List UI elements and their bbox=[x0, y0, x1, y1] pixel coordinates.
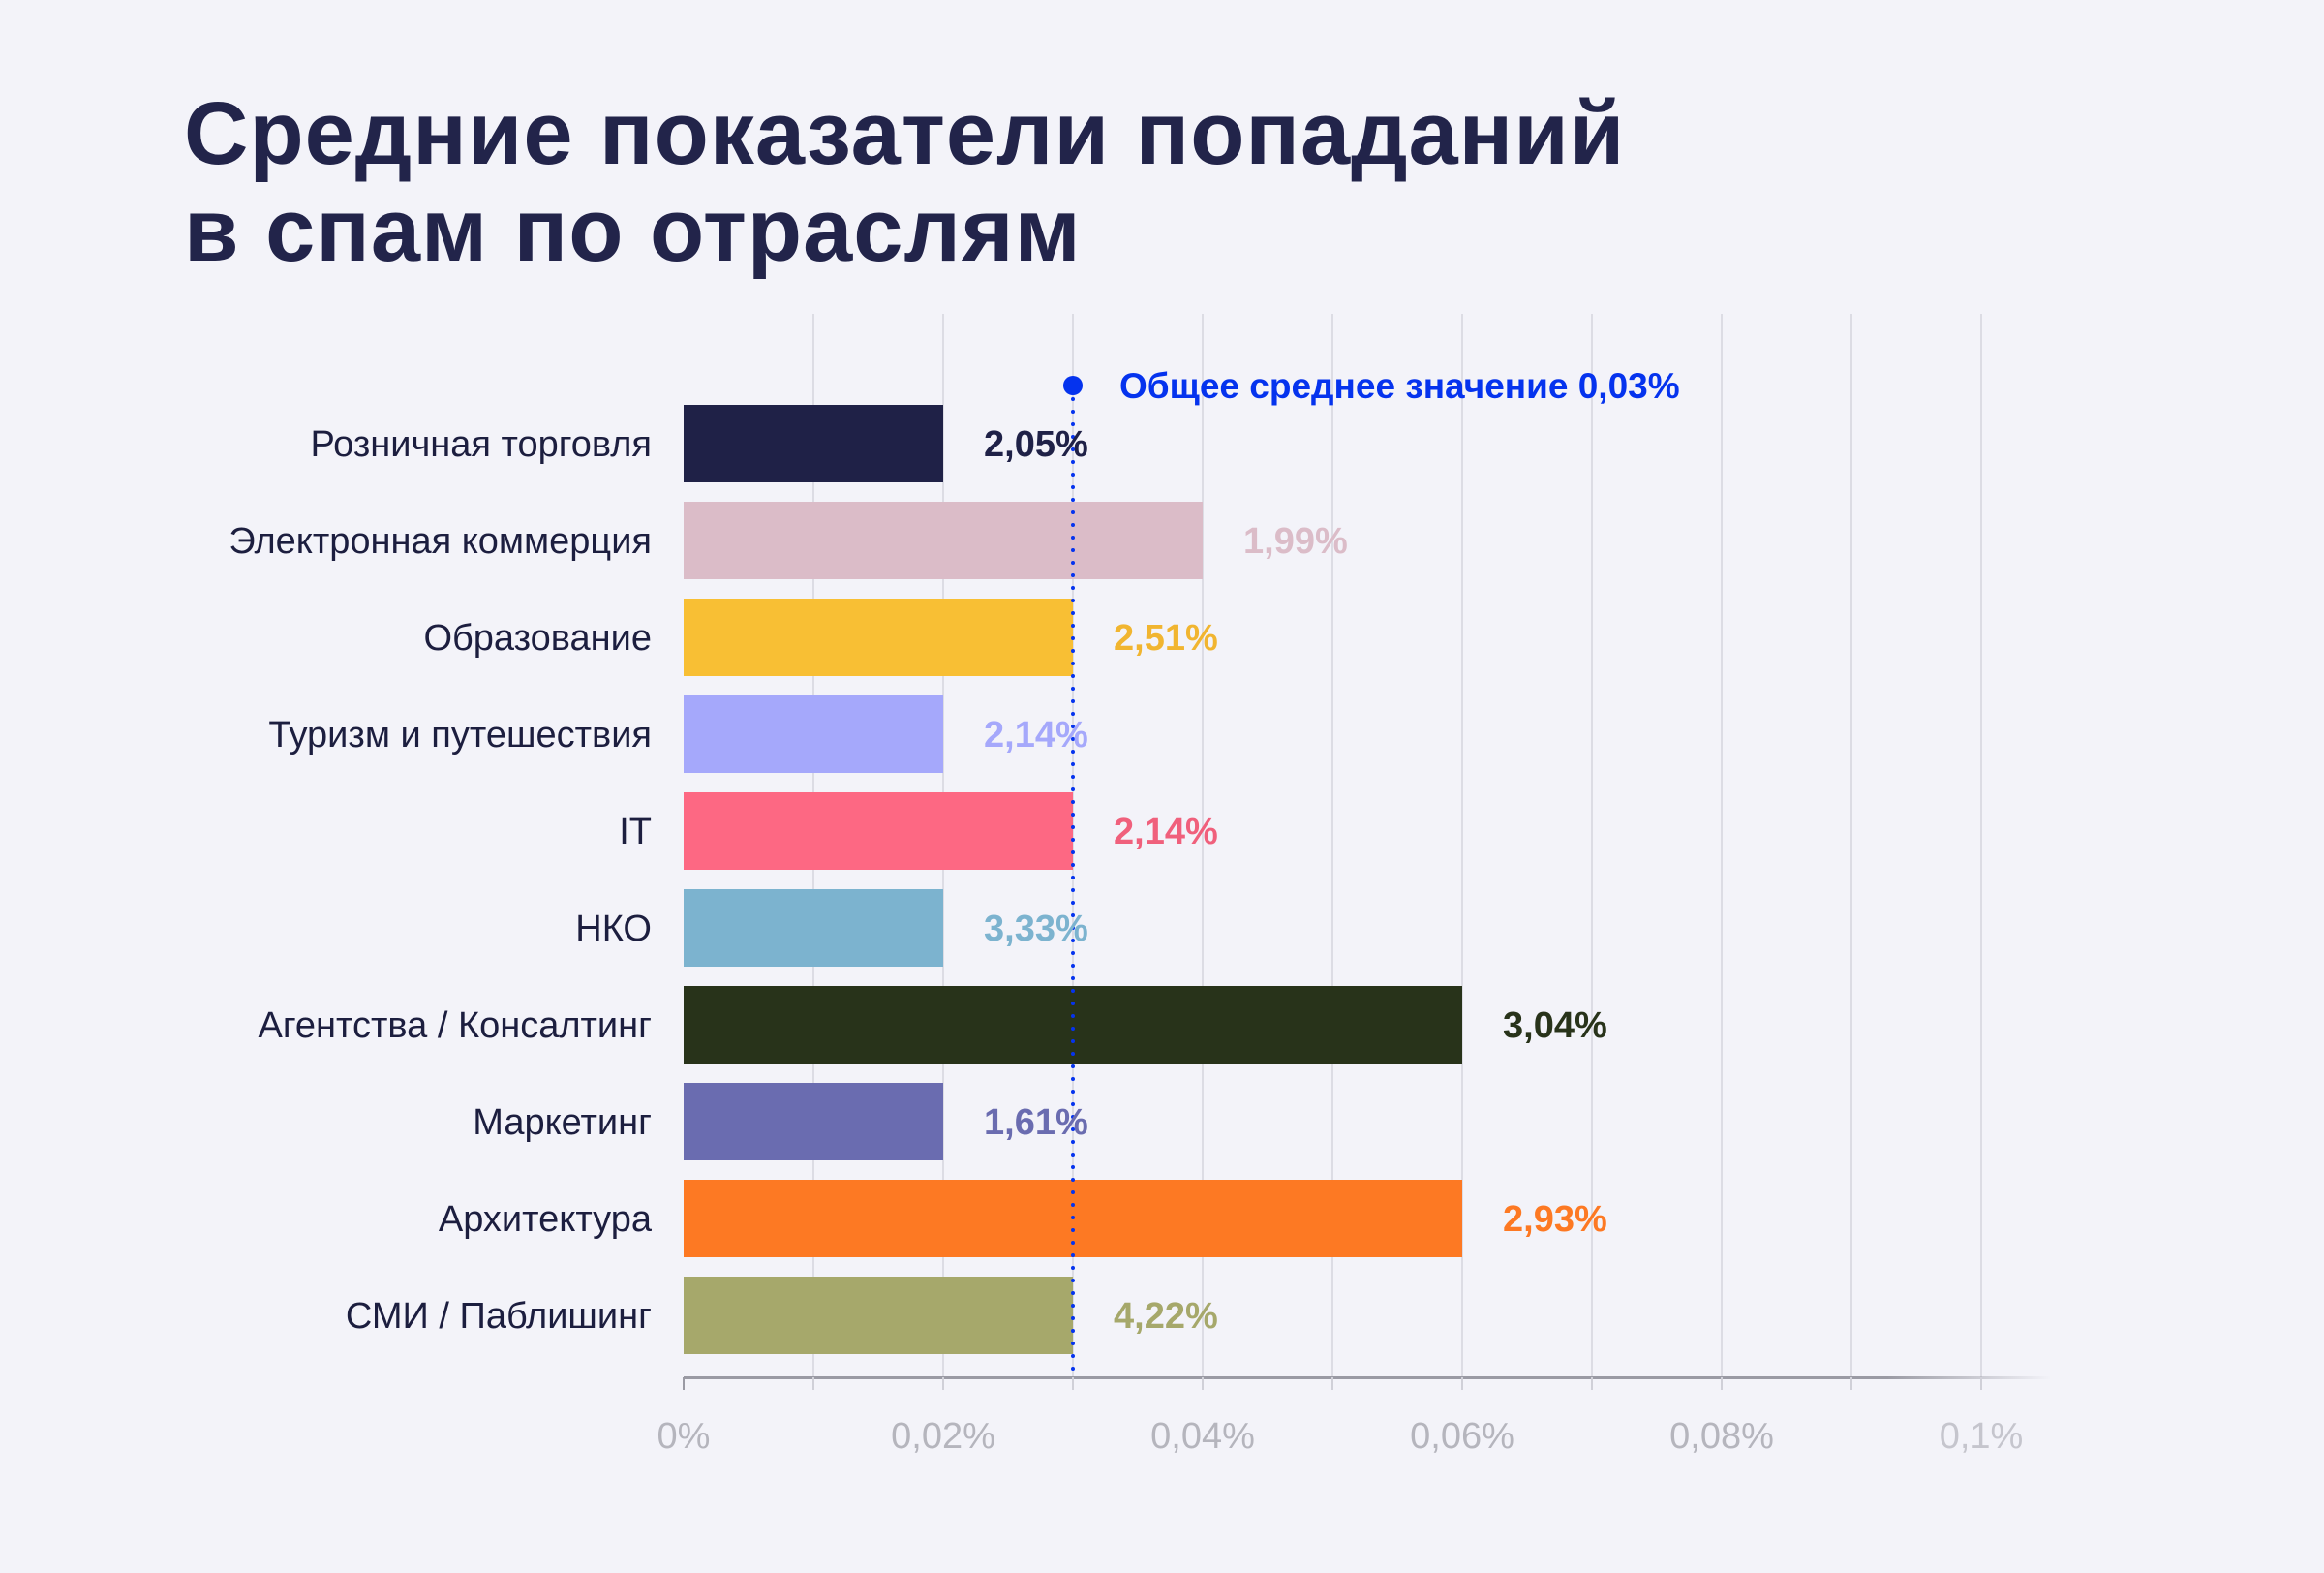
value-label: 2,14% bbox=[1114, 812, 1218, 852]
reference-line-marker bbox=[1063, 376, 1083, 395]
x-tick-label: 0,04% bbox=[1150, 1416, 1255, 1457]
chart-title-line-1: Средние показатели попаданий bbox=[184, 84, 1626, 183]
value-label: 2,05% bbox=[984, 424, 1088, 465]
category-label: Розничная торговля bbox=[310, 424, 652, 465]
x-axis-line bbox=[684, 1376, 2051, 1379]
value-label: 2,93% bbox=[1503, 1199, 1607, 1240]
value-label: 3,33% bbox=[984, 909, 1088, 949]
value-label: 1,99% bbox=[1243, 521, 1348, 562]
bar bbox=[684, 502, 1203, 579]
category-label: Архитектура bbox=[439, 1199, 653, 1240]
bar bbox=[684, 792, 1073, 870]
x-tick-label: 0,1% bbox=[1940, 1416, 2024, 1457]
value-label: 2,51% bbox=[1114, 618, 1218, 659]
category-label: Туризм и путешествия bbox=[268, 715, 652, 756]
bar bbox=[684, 1083, 943, 1160]
x-axis: 0% 0,02% 0,04% 0,06% 0,08% 0,1% bbox=[657, 1376, 2051, 1457]
bar bbox=[684, 986, 1462, 1064]
category-label: Электронная коммерция bbox=[229, 521, 652, 562]
bar bbox=[684, 1277, 1073, 1354]
category-label: СМИ / Паблишинг bbox=[346, 1296, 652, 1337]
category-label: Образование bbox=[423, 618, 652, 659]
reference-line-label: Общее среднее значение 0,03% bbox=[1119, 366, 1680, 406]
chart-title: Средние показатели попаданий в спам по о… bbox=[184, 85, 1625, 279]
chart-title-line-2: в спам по отраслям bbox=[184, 181, 1082, 280]
reference-line bbox=[1063, 376, 1083, 1379]
category-label: Маркетинг bbox=[473, 1102, 652, 1143]
bar bbox=[684, 695, 943, 773]
category-label: IT bbox=[619, 812, 652, 852]
category-label: НКО bbox=[575, 909, 652, 949]
bar bbox=[684, 599, 1073, 676]
labels: Розничная торговля 2,05% Электронная комме… bbox=[229, 366, 1679, 1337]
bars bbox=[684, 405, 1462, 1354]
x-tick-label: 0,08% bbox=[1669, 1416, 1774, 1457]
value-label: 1,61% bbox=[984, 1102, 1088, 1143]
category-label: Агентства / Консалтинг bbox=[259, 1005, 652, 1046]
value-label: 4,22% bbox=[1114, 1296, 1218, 1337]
bar bbox=[684, 889, 943, 967]
x-tick-label: 0% bbox=[657, 1416, 711, 1457]
bar bbox=[684, 405, 943, 482]
value-label: 3,04% bbox=[1503, 1005, 1607, 1046]
value-label: 2,14% bbox=[984, 715, 1088, 756]
x-tick-label: 0,06% bbox=[1410, 1416, 1514, 1457]
x-tick-label: 0,02% bbox=[891, 1416, 995, 1457]
